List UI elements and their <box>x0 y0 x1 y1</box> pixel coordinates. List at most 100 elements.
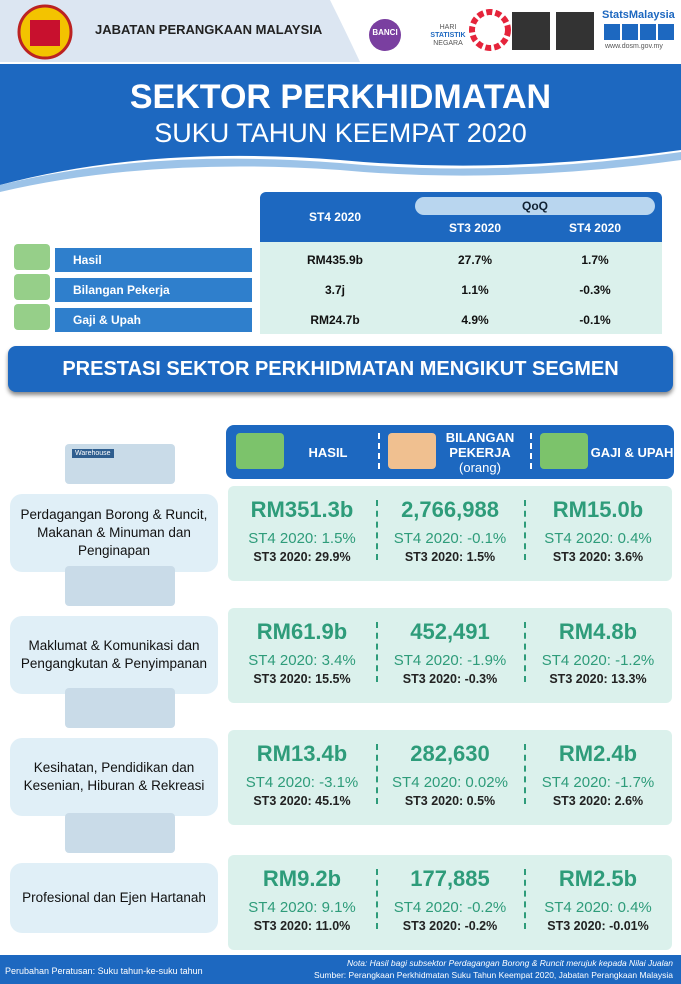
website: www.dosm.gov.my <box>605 43 663 50</box>
instagram-icon <box>622 24 638 40</box>
summary-column-header: ST4 2020 <box>308 210 362 224</box>
metric-change: ST4 2020: 3.4% <box>248 651 356 669</box>
segment-name: Perdagangan Borong & Runcit, Makanan & M… <box>10 494 218 572</box>
metric-change: ST4 2020: 0.4% <box>544 898 652 916</box>
column-header-text: HASIL <box>308 444 348 460</box>
header-band <box>0 0 360 62</box>
footer-note: Nota: Hasil bagi subsektor Perdagangan B… <box>346 958 673 968</box>
summary-value: RM435.9b <box>306 253 364 267</box>
column-unit: (orang) <box>459 459 501 475</box>
metric-value: RM15.0b <box>552 497 644 522</box>
metric-change: ST4 2020: -0.2% <box>393 898 507 916</box>
banner-swoosh <box>0 152 681 192</box>
metric-value: 177,885 <box>410 866 490 891</box>
logo-text: STATISTIK <box>430 32 466 39</box>
separator <box>524 744 526 804</box>
segment-panel <box>228 608 672 703</box>
separator <box>524 500 526 560</box>
header-graphics <box>0 0 681 192</box>
sdg-logo <box>469 9 511 51</box>
summary-value: 1.1% <box>461 283 489 297</box>
banci-logo <box>369 19 401 51</box>
footer-note: Perubahan Peratusan: Suku tahun-ke-suku … <box>5 966 203 976</box>
summary-value: 27.7% <box>457 253 493 267</box>
column-header: HASIL <box>284 427 372 477</box>
segment-panel <box>228 730 672 825</box>
metric-value: RM9.2b <box>262 866 342 891</box>
segment-icon <box>65 566 175 606</box>
segment-icon <box>65 688 175 728</box>
column-header: GAJI & UPAH <box>588 427 676 477</box>
segment-icon <box>65 813 175 853</box>
summary-value: 1.7% <box>581 253 609 267</box>
metric-change: ST3 2020: 3.6% <box>552 550 644 564</box>
agency-name: JABATAN PERANGKAAN MALAYSIA <box>95 22 323 37</box>
summary-value: 3.7j <box>324 283 345 297</box>
metric-change: ST3 2020: 2.6% <box>552 794 644 808</box>
summary-value: -0.3% <box>579 283 611 297</box>
metric-change: ST4 2020: 9.1% <box>248 898 356 916</box>
segment-name: Profesional dan Ejen Hartanah <box>10 863 218 933</box>
footer-source: Sumber: Perangkaan Perkhidmatan Suku Tah… <box>314 970 673 980</box>
metric-change: ST4 2020: 1.5% <box>248 529 356 547</box>
row-label: Bilangan Pekerja <box>55 278 252 302</box>
segment-name: Kesihatan, Pendidikan dan Kesenian, Hibu… <box>10 738 218 816</box>
metric-change: ST4 2020: 0.4% <box>544 529 652 547</box>
metric-value: RM2.5b <box>558 866 638 891</box>
metric-change: ST4 2020: -3.1% <box>245 773 359 791</box>
qr-code <box>556 12 594 50</box>
segment-panel <box>228 855 672 950</box>
separator <box>376 744 378 804</box>
banci-text: BANCI <box>372 28 398 37</box>
column-icon <box>388 433 436 469</box>
summary-value: RM24.7b <box>310 313 360 327</box>
metric-value: 282,630 <box>410 741 490 766</box>
row-label: Gaji & Upah <box>55 308 252 332</box>
footer <box>0 955 681 984</box>
summary-body <box>260 242 662 334</box>
separator <box>376 622 378 682</box>
row-label: Hasil <box>55 248 252 272</box>
metric-change: ST3 2020: 15.5% <box>253 672 351 686</box>
row-icon <box>14 244 50 270</box>
metric-change: ST3 2020: 1.5% <box>404 550 496 564</box>
metric-value: 452,491 <box>410 619 490 644</box>
metric-change: ST3 2020: 0.5% <box>404 794 496 808</box>
metric-value: RM351.3b <box>250 497 354 522</box>
separator <box>376 869 378 929</box>
separator <box>524 622 526 682</box>
column-header-text: GAJI & UPAH <box>590 444 674 460</box>
separator <box>524 869 526 929</box>
logo-text: HARI <box>439 24 457 31</box>
metric-value: RM2.4b <box>558 741 638 766</box>
column-header-bar <box>226 425 674 479</box>
metric-change: ST3 2020: 13.3% <box>549 672 647 686</box>
icon-label: Warehouse <box>72 449 114 458</box>
column-header: BILANGAN PEKERJA (orang) <box>436 427 524 477</box>
summary-value: 4.9% <box>461 313 489 327</box>
youtube-icon <box>658 24 674 40</box>
metric-value: RM61.9b <box>256 619 348 644</box>
metric-change: ST4 2020: -1.7% <box>541 773 655 791</box>
metric-value: RM13.4b <box>256 741 348 766</box>
summary-value: -0.1% <box>579 313 611 327</box>
row-icon <box>14 304 50 330</box>
brand-name: StatsMalaysia <box>602 9 675 21</box>
logo-text: NEGARA <box>433 40 463 47</box>
summary-column-header: ST4 2020 <box>568 221 622 235</box>
metric-change: ST4 2020: -1.2% <box>541 651 655 669</box>
segment-panel <box>228 486 672 581</box>
segment-name: Maklumat & Komunikasi dan Pengangkutan &… <box>10 616 218 694</box>
summary-group-header: QoQ <box>415 197 655 215</box>
summary-column-header: ST3 2020 <box>448 221 502 235</box>
separator <box>376 500 378 560</box>
metric-change: ST3 2020: -0.01% <box>547 919 649 933</box>
separator <box>378 433 380 469</box>
metric-change: ST4 2020: -0.1% <box>393 529 507 547</box>
metric-change: ST3 2020: -0.3% <box>402 672 498 686</box>
metric-change: ST4 2020: -1.9% <box>393 651 507 669</box>
column-header-text: BILANGAN PEKERJA <box>445 429 515 460</box>
column-icon <box>540 433 588 469</box>
metric-change: ST3 2020: 29.9% <box>253 550 351 564</box>
